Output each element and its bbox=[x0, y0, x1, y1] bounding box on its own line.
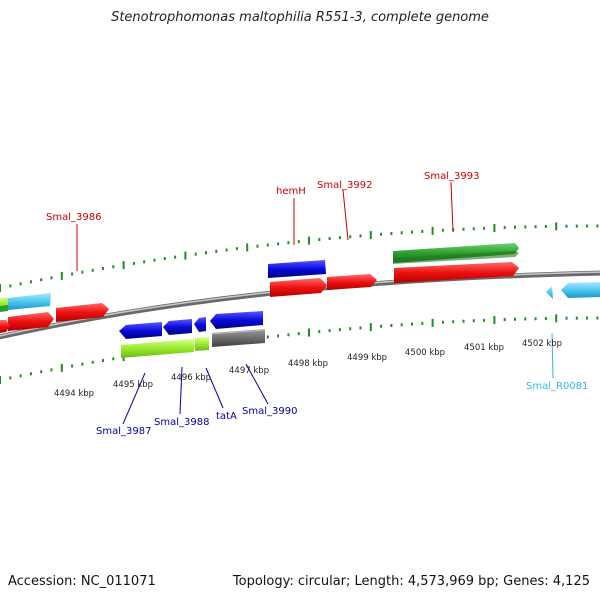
gene-label-tata[interactable]: tatA bbox=[216, 411, 237, 422]
tick-label: 4494 kbp bbox=[54, 389, 94, 399]
feature-green-left-dark bbox=[0, 305, 8, 312]
tick-row-outer bbox=[0, 222, 599, 292]
feature-blue-tatA[interactable] bbox=[194, 317, 206, 332]
feature-red-3986[interactable] bbox=[56, 303, 109, 322]
gene-label-smal-r0081[interactable]: Smal_R0081 bbox=[526, 381, 588, 392]
gene-label-hemh[interactable]: hemH bbox=[276, 186, 306, 197]
gene-label-smal-3986[interactable]: Smal_3986 bbox=[46, 212, 101, 223]
tick-label: 4501 kbp bbox=[464, 343, 504, 353]
feature-red-left-b[interactable] bbox=[0, 320, 10, 333]
feature-gray-3990-edge bbox=[211, 329, 266, 335]
genome-summary-text: Topology: circular; Length: 4,573,969 bp… bbox=[232, 574, 590, 589]
feature-cyan-left[interactable] bbox=[8, 293, 51, 310]
tick-row-inner bbox=[0, 314, 599, 384]
tick-label: 4502 kbp bbox=[522, 339, 562, 349]
map-title: Stenotrophomonas maltophilia R551-3, com… bbox=[111, 10, 489, 25]
feature-blue-3988[interactable] bbox=[163, 319, 192, 335]
feature-red-left-a[interactable] bbox=[8, 312, 54, 331]
gene-label-smal-3988[interactable]: Smal_3988 bbox=[154, 417, 209, 428]
tick-label: 4500 kbp bbox=[405, 348, 445, 358]
accession-text: Accession: NC_011071 bbox=[8, 574, 156, 589]
gene-label-smal-3993[interactable]: Smal_3993 bbox=[424, 171, 479, 182]
feature-lime-3988[interactable] bbox=[195, 337, 209, 351]
tick-label: 4497 kbp bbox=[229, 366, 269, 376]
feature-red-3992[interactable] bbox=[327, 274, 377, 290]
gene-label-smal-3990[interactable]: Smal_3990 bbox=[242, 406, 297, 417]
feature-cyan-right[interactable] bbox=[561, 282, 600, 298]
gene-labels-top: Smal_3986 hemH Smal_3992 Smal_3993 bbox=[46, 171, 479, 223]
feature-cyan-R0081[interactable] bbox=[546, 286, 553, 299]
feature-blue-3990[interactable] bbox=[210, 311, 263, 329]
tick-label: 4498 kbp bbox=[288, 359, 328, 369]
leader-lines bbox=[76, 181, 554, 425]
gene-label-smal-3992[interactable]: Smal_3992 bbox=[317, 180, 372, 191]
tick-label: 4496 kbp bbox=[171, 373, 211, 383]
gene-labels-bottom: Smal_3987 Smal_3988 tatA Smal_3990 Smal_… bbox=[96, 381, 588, 437]
feature-red-hemH[interactable] bbox=[270, 278, 327, 297]
feature-red-3993[interactable] bbox=[394, 262, 519, 283]
feature-lime-3987[interactable] bbox=[121, 339, 194, 358]
feature-green-3993-b bbox=[393, 251, 519, 264]
tick-label: 4499 kbp bbox=[347, 353, 387, 363]
feature-blue-hemH[interactable] bbox=[268, 260, 326, 278]
tick-labels: 4494 kbp 4495 kbp 4496 kbp 4497 kbp 4498… bbox=[54, 339, 562, 399]
feature-blue-3987[interactable] bbox=[119, 322, 162, 339]
tick-label: 4495 kbp bbox=[113, 380, 153, 390]
gene-label-smal-3987[interactable]: Smal_3987 bbox=[96, 426, 151, 437]
